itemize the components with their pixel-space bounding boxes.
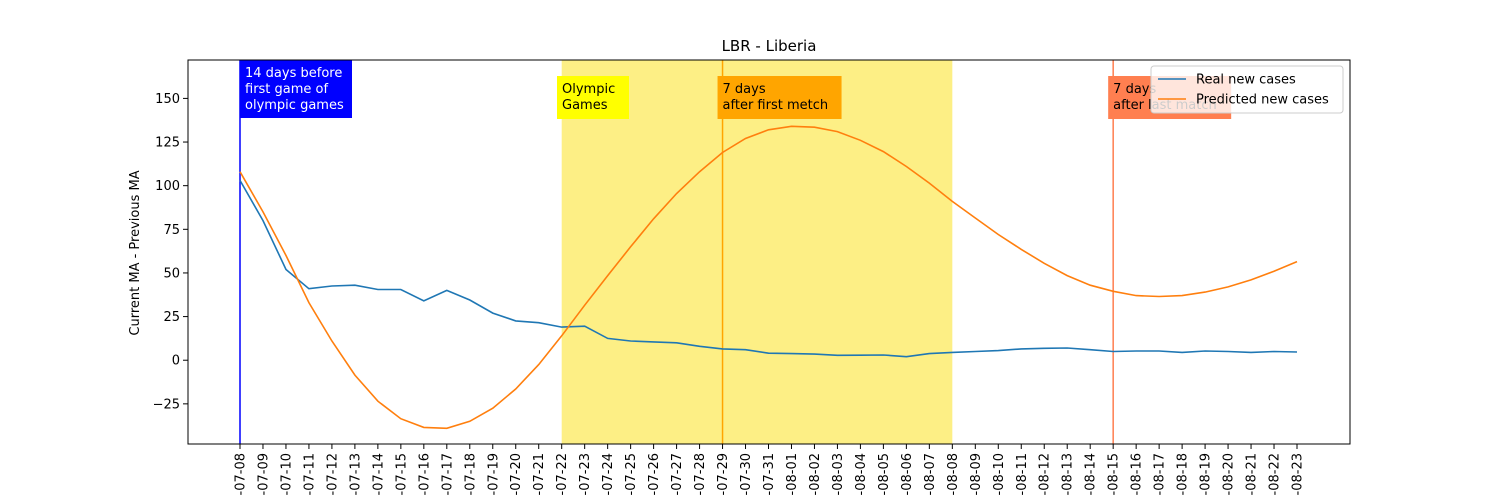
x-tick-label: -08-02: [808, 453, 823, 495]
x-tick-label: -08-19: [1199, 453, 1214, 495]
x-tick-label: -07-09: [256, 453, 271, 495]
x-tick-label: -07-28: [693, 453, 708, 495]
y-tick-label: 50: [163, 266, 180, 281]
x-axis-ticks: -07-08 -07-09 -07-10 -07-11 -07-12 -07-13 -07-…: [234, 444, 1306, 495]
x-tick-label: -08-01: [785, 453, 800, 495]
y-axis-ticks: −25 0 25 50 75 100 125 150: [153, 92, 188, 412]
y-tick-label: 25: [163, 310, 180, 325]
x-tick-label: -07-29: [716, 453, 731, 495]
x-tick-label: -07-15: [394, 453, 409, 495]
annotation-14-days-before-text: 14 days before: [245, 66, 342, 81]
x-tick-label: -08-17: [1153, 453, 1168, 495]
x-tick-label: -07-27: [670, 453, 685, 495]
annotation-olympic-games-text: Games: [562, 98, 608, 113]
x-tick-label: -07-19: [486, 453, 501, 495]
annotation-7-days-after-first-text: 7 days: [723, 82, 766, 97]
x-tick-label: -07-24: [601, 453, 616, 495]
vertical-line-layer: [239, 60, 1114, 444]
x-tick-label: -08-05: [877, 453, 892, 495]
x-tick-label: -07-20: [509, 453, 524, 495]
series-layer: [239, 125, 1298, 430]
x-tick-label: -07-22: [555, 453, 570, 495]
x-tick-label: -07-31: [762, 453, 777, 495]
legend-entry-predicted-label: Predicted new cases: [1196, 93, 1329, 108]
y-tick-label: 0: [172, 354, 180, 369]
chart-title: LBR - Liberia: [722, 37, 817, 55]
x-tick-label: -08-23: [1291, 453, 1306, 495]
x-tick-label: -08-18: [1176, 453, 1191, 495]
annotation-14-days-before-text: olympic games: [245, 98, 344, 113]
x-tick-label: -07-26: [647, 453, 662, 495]
x-tick-label: -08-21: [1245, 453, 1260, 495]
x-tick-label: -08-11: [1015, 453, 1030, 495]
x-tick-label: -07-10: [279, 453, 294, 495]
x-tick-label: -07-30: [739, 453, 754, 495]
y-tick-label: 75: [163, 223, 180, 238]
x-tick-label: -08-15: [1107, 453, 1122, 495]
annotation-14-days-before-text: first game of: [245, 82, 329, 97]
x-tick-label: -08-03: [831, 453, 846, 495]
annotation-7-days-after-last-text: 7 days: [1113, 82, 1156, 97]
x-tick-label: -07-21: [532, 453, 547, 495]
x-tick-label: -08-14: [1084, 453, 1099, 495]
x-tick-label: -08-07: [923, 453, 938, 495]
x-tick-label: -08-22: [1268, 453, 1283, 495]
x-tick-label: -07-18: [463, 453, 478, 495]
x-tick-label: -08-12: [1038, 453, 1053, 495]
x-tick-label: -07-14: [371, 453, 386, 495]
annotation-olympic-games-text: Olympic: [562, 82, 615, 97]
series-line-real: [239, 180, 1298, 358]
x-tick-label: -08-08: [946, 453, 961, 495]
x-tick-label: -08-04: [854, 453, 869, 495]
x-tick-label: -07-11: [302, 453, 317, 495]
x-tick-label: -07-16: [417, 453, 432, 495]
y-tick-label: −25: [153, 397, 180, 412]
legend-box: [1150, 65, 1344, 114]
annotation-olympic-games-box: [557, 76, 629, 119]
x-tick-label: -08-06: [900, 453, 915, 495]
legend: Real new cases Predicted new cases: [1150, 65, 1344, 114]
x-tick-label: -07-12: [325, 453, 340, 495]
annotation-14-days-before-box: [240, 60, 352, 118]
annotation-7-days-after-first-box: [717, 76, 842, 119]
x-tick-label: -07-13: [348, 453, 363, 495]
series-line-predicted: [239, 125, 1298, 430]
x-tick-label: -08-16: [1130, 453, 1145, 495]
x-tick-label: -07-17: [440, 453, 455, 495]
x-tick-label: -08-13: [1061, 453, 1076, 495]
x-tick-label: -08-20: [1222, 453, 1237, 495]
legend-entry-real-label: Real new cases: [1196, 73, 1296, 88]
x-tick-label: -08-10: [992, 453, 1007, 495]
x-tick-label: -07-23: [578, 453, 593, 495]
x-tick-label: -08-09: [969, 453, 984, 495]
y-tick-label: 125: [155, 136, 180, 151]
y-tick-label: 100: [155, 179, 180, 194]
x-tick-label: -07-25: [624, 453, 639, 495]
y-tick-label: 150: [155, 92, 180, 107]
x-tick-label: -07-08: [234, 453, 249, 495]
annotation-7-days-after-first-text: after first metch: [723, 98, 829, 113]
y-axis-label: Current MA - Previous MA: [128, 170, 143, 335]
